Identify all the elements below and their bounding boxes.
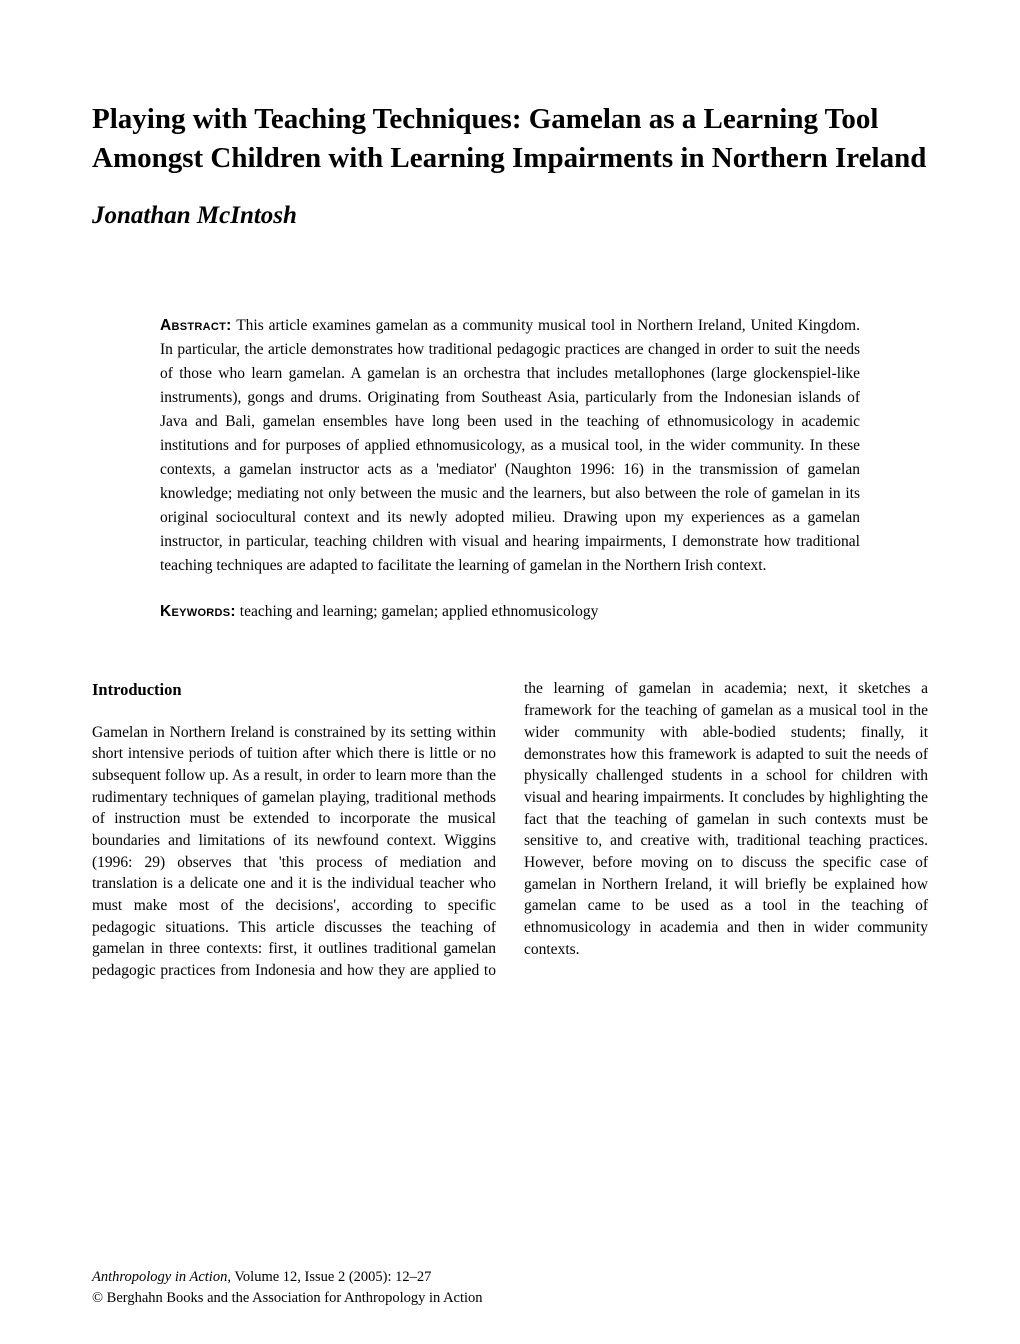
page-footer: Anthropology in Action, Volume 12, Issue… — [92, 1267, 483, 1308]
body-columns: Introduction Gamelan in Northern Ireland… — [92, 678, 928, 981]
footer-issue: Volume 12, Issue 2 (2005): 12–27 — [231, 1269, 431, 1285]
abstract-block: Abstract: This article examines gamelan … — [92, 314, 928, 578]
keywords-paragraph: Keywords: teaching and learning; gamelan… — [160, 600, 860, 624]
author-name: Jonathan McIntosh — [92, 202, 928, 230]
article-title: Playing with Teaching Techniques: Gamela… — [92, 100, 928, 178]
body-paragraph: Gamelan in Northern Ireland is constrain… — [92, 678, 928, 981]
abstract-paragraph: Abstract: This article examines gamelan … — [160, 314, 860, 578]
keywords-block: Keywords: teaching and learning; gamelan… — [92, 600, 928, 624]
section-heading-introduction: Introduction — [92, 678, 496, 701]
footer-journal-line: Anthropology in Action, Volume 12, Issue… — [92, 1267, 483, 1287]
keywords-label: Keywords: — [160, 603, 236, 620]
abstract-text: This article examines gamelan as a commu… — [160, 317, 860, 574]
keywords-text: teaching and learning; gamelan; applied … — [236, 603, 598, 620]
footer-copyright: © Berghahn Books and the Association for… — [92, 1288, 483, 1308]
footer-journal-name: Anthropology in Action, — [92, 1269, 231, 1285]
abstract-label: Abstract: — [160, 317, 232, 334]
